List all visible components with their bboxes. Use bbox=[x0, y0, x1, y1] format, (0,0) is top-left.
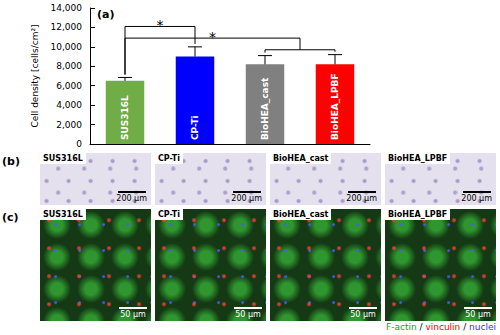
html-text:BioHEA_LPBF: BioHEA_LPBF bbox=[388, 210, 448, 219]
svg-text:12,000: 12,000 bbox=[51, 22, 83, 32]
html-text:CP-Ti: CP-Ti bbox=[158, 154, 180, 163]
html-text:200 μm: 200 μm bbox=[231, 194, 262, 203]
svg-text:2,000: 2,000 bbox=[56, 120, 82, 130]
svg-text:*: * bbox=[209, 29, 216, 45]
svg-text:8,000: 8,000 bbox=[56, 61, 82, 71]
svg-text:6,000: 6,000 bbox=[56, 81, 82, 91]
html-text:BioHEA_cast: BioHEA_cast bbox=[273, 210, 329, 219]
svg-text:SUS316L: SUS316L bbox=[120, 95, 130, 140]
html-text:(c): (c) bbox=[2, 211, 19, 224]
html-text:BioHEA_cast: BioHEA_cast bbox=[273, 154, 329, 163]
svg-text:BioHEA_cast: BioHEA_cast bbox=[260, 77, 270, 140]
html-text:200 μm: 200 μm bbox=[116, 194, 147, 203]
html-text:CP-Ti: CP-Ti bbox=[158, 210, 180, 219]
html-text:SUS316L: SUS316L bbox=[43, 154, 83, 163]
svg-text:14,000: 14,000 bbox=[51, 3, 83, 13]
svg-text:BioHEA_LPBF: BioHEA_LPBF bbox=[330, 73, 340, 140]
html-text:50 μm: 50 μm bbox=[120, 310, 146, 319]
html-text:200 μm: 200 μm bbox=[461, 194, 492, 203]
html-text:200 μm: 200 μm bbox=[346, 194, 377, 203]
svg-text:CP-Ti: CP-Ti bbox=[190, 115, 200, 140]
svg-text:4,000: 4,000 bbox=[56, 100, 82, 110]
svg-text:(a): (a) bbox=[97, 8, 114, 21]
html-text:50 μm: 50 μm bbox=[465, 310, 491, 319]
svg-text:10,000: 10,000 bbox=[51, 42, 83, 52]
svg-text:Cell density [cells/cm²]: Cell density [cells/cm²] bbox=[30, 24, 40, 127]
svg-text:0: 0 bbox=[76, 139, 82, 149]
html-text:F-actin / vinculin / nuclei: F-actin / vinculin / nuclei bbox=[386, 322, 496, 332]
html-text:50 μm: 50 μm bbox=[350, 310, 376, 319]
html-text:BioHEA_LPBF: BioHEA_LPBF bbox=[388, 154, 448, 163]
html-text:SUS316L: SUS316L bbox=[43, 210, 83, 219]
svg-text:*: * bbox=[157, 17, 164, 33]
html-text:(b): (b) bbox=[2, 155, 20, 168]
html-text:50 μm: 50 μm bbox=[235, 310, 261, 319]
